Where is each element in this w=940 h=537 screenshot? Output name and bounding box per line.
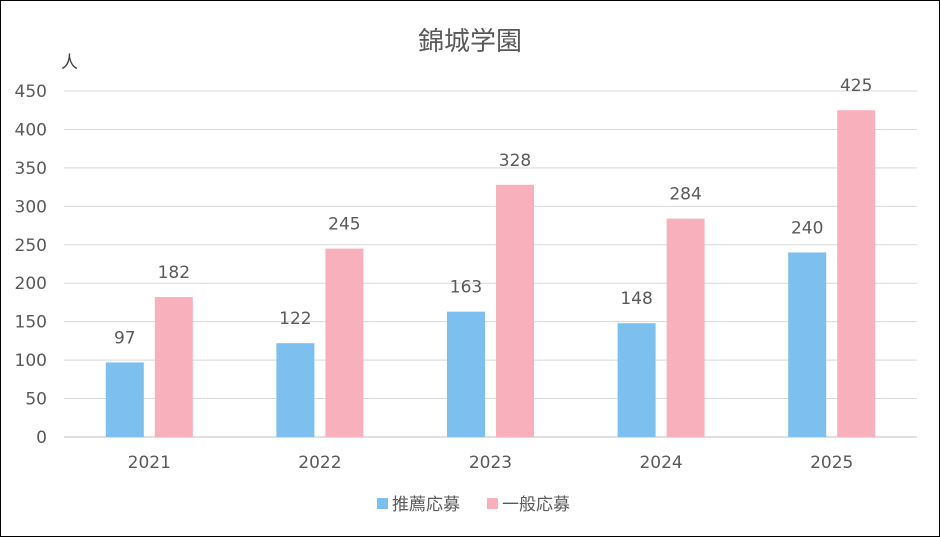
x-tick-label: 2024 (639, 453, 682, 473)
y-tick-label: 50 (25, 390, 47, 410)
data-label: 122 (279, 309, 311, 329)
legend-label: 推薦応募 (392, 495, 460, 515)
bar-recommendation-2022 (276, 343, 315, 437)
data-label: 97 (114, 328, 136, 348)
y-tick-label: 0 (36, 428, 47, 448)
x-axis-ticks: 2021 2022 2023 2024 2025 (128, 453, 854, 473)
x-tick-label: 2025 (810, 453, 853, 473)
bar-general-2023 (496, 184, 534, 437)
data-label: 328 (499, 151, 531, 171)
bar-recommendation-2025 (788, 252, 827, 437)
bar-general-2021 (154, 297, 193, 437)
legend-swatch (487, 498, 498, 509)
y-axis-ticks: 0 50 100 150 200 250 300 350 400 450 (15, 82, 47, 448)
gridlines (64, 90, 917, 438)
data-label: 148 (620, 289, 652, 309)
bar-recommendation-2021 (105, 362, 144, 437)
x-tick-label: 2022 (298, 453, 341, 473)
bars (105, 110, 876, 437)
y-tick-label: 450 (15, 82, 47, 102)
data-label: 245 (328, 215, 360, 235)
legend-label: 一般応募 (502, 495, 570, 515)
y-tick-label: 250 (15, 236, 47, 256)
y-tick-label: 350 (15, 159, 47, 179)
data-label: 182 (158, 263, 190, 283)
data-labels: 97 182 122 245 163 328 148 284 240 425 (114, 76, 872, 348)
chart-title: 錦城学園 (418, 27, 522, 57)
y-axis-unit-label: 人 (61, 53, 78, 73)
x-tick-label: 2023 (469, 453, 512, 473)
legend-swatch (377, 498, 388, 509)
bar-recommendation-2024 (617, 323, 656, 437)
bar-recommendation-2023 (447, 311, 485, 437)
y-tick-label: 300 (15, 197, 47, 217)
data-label: 240 (791, 218, 823, 238)
bar-general-2025 (837, 110, 876, 437)
data-label: 284 (669, 185, 701, 205)
legend: 推薦応募 一般応募 (377, 495, 570, 515)
y-tick-label: 400 (15, 120, 47, 140)
data-label: 425 (840, 76, 872, 96)
bar-general-2024 (666, 218, 705, 437)
x-tick-label: 2021 (128, 453, 171, 473)
y-tick-label: 200 (15, 274, 47, 294)
y-tick-label: 150 (15, 313, 47, 333)
y-tick-label: 100 (15, 351, 47, 371)
bar-general-2022 (325, 248, 364, 437)
data-label: 163 (450, 278, 482, 298)
